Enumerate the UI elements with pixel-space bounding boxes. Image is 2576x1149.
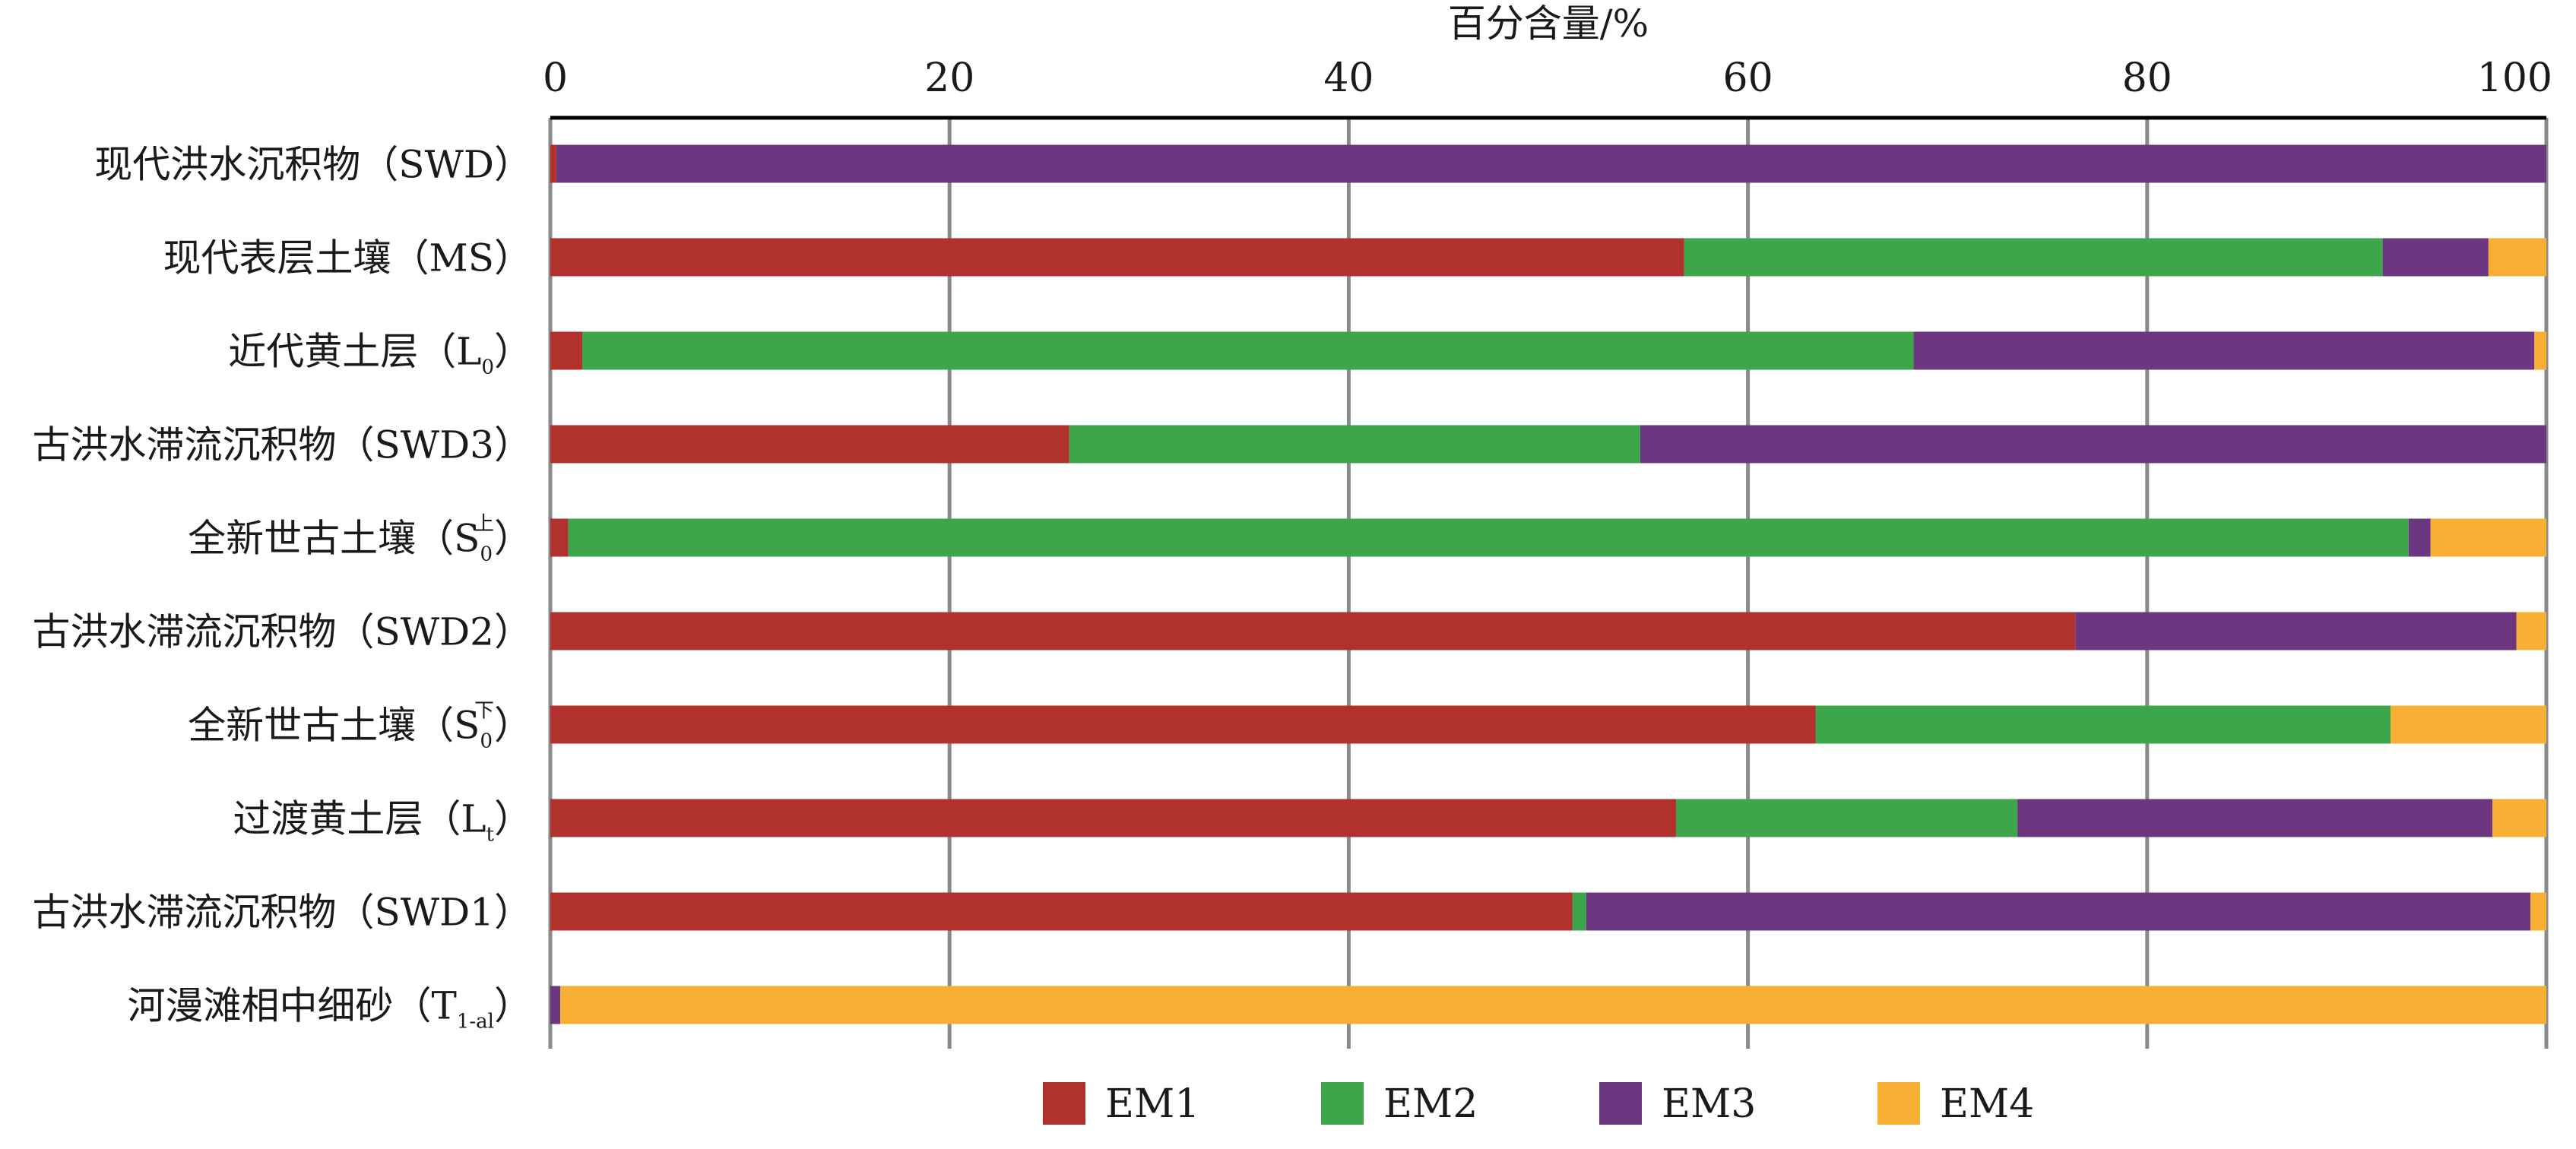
category-label: 过渡黄土层（Lt） <box>233 797 532 847</box>
legend-label: EM1 <box>1105 1081 1199 1127</box>
bar-segment-em4 <box>2516 612 2546 650</box>
legend-label: EM2 <box>1383 1081 1478 1127</box>
bar-segment-em3 <box>2408 518 2431 557</box>
bar-segment-em2 <box>568 518 2409 557</box>
bar-segment-em1 <box>550 518 569 557</box>
bar-segment-em3 <box>556 144 2547 183</box>
bar-segment-em1 <box>550 144 556 183</box>
x-tick-label: 40 <box>1323 55 1374 101</box>
bar-segment-em1 <box>550 892 1573 931</box>
bar-segment-em2 <box>1676 799 2018 837</box>
legend-label: EM4 <box>1940 1081 2034 1127</box>
bar-segment-em3 <box>1586 892 2530 931</box>
x-tick-label: 0 <box>543 55 568 101</box>
legend-swatch-em3 <box>1599 1082 1642 1125</box>
bar-segment-em4 <box>2492 799 2546 837</box>
bar-segment-em1 <box>550 425 1069 464</box>
category-label: 古洪水滞流沉积物（SWD1） <box>32 891 532 935</box>
bar-segment-em2 <box>1815 705 2391 744</box>
x-tick-label: 60 <box>1723 55 1773 101</box>
category-label: 现代表层土壤（MS） <box>163 236 532 280</box>
category-label: 古洪水滞流沉积物（SWD2） <box>32 610 532 654</box>
bar-segment-em1 <box>550 705 1816 744</box>
category-labels: 现代洪水沉积物（SWD） 现代表层土壤（MS） 近代黄土层（L0） 古洪水滞流沉积物（… <box>32 143 532 1033</box>
bar-segment-em3 <box>550 986 561 1024</box>
category-label: 现代洪水沉积物（SWD） <box>94 143 532 187</box>
x-tick-label: 100 <box>2477 55 2552 101</box>
legend-swatch-em4 <box>1877 1082 1920 1125</box>
x-tick-label: 20 <box>924 55 974 101</box>
category-label: 近代黄土层（L0） <box>228 330 532 379</box>
bar-segment-em1 <box>550 799 1677 837</box>
bar-segment-em3 <box>2382 238 2489 277</box>
bar-segment-em4 <box>2530 892 2546 931</box>
legend-swatch-em2 <box>1321 1082 1364 1125</box>
bar-segment-em2 <box>1572 892 1586 931</box>
legend: EM1 EM2 EM3 EM4 <box>1043 1081 2034 1127</box>
category-label: 全新世古土壤（S0上） <box>188 513 532 566</box>
bar-segment-em4 <box>560 986 2547 1024</box>
legend-label: EM3 <box>1662 1081 1756 1127</box>
bar-segment-em1 <box>550 238 1684 277</box>
legend-swatch-em1 <box>1043 1082 1085 1125</box>
bar-segment-em4 <box>2488 238 2546 277</box>
bar-segment-em3 <box>1640 425 2546 464</box>
bar-segment-em4 <box>2430 518 2546 557</box>
bar-segment-em4 <box>2391 705 2546 744</box>
bar-segment-em3 <box>2017 799 2493 837</box>
bar-segment-em3 <box>2075 612 2517 650</box>
x-tick-label: 80 <box>2122 55 2172 101</box>
category-label: 河漫滩相中细砂（T1-al） <box>127 984 532 1033</box>
bar-segment-em2 <box>1069 425 1640 464</box>
bar-segment-em1 <box>550 612 2076 650</box>
x-tick-labels: 0 20 40 60 80 100 <box>543 55 2552 101</box>
x-axis-title: 百分含量/% <box>1448 2 1649 46</box>
bar-segment-em1 <box>550 331 583 370</box>
category-label: 全新世古土壤（S0下） <box>188 700 532 753</box>
bar-segments <box>550 144 2547 1024</box>
bar-segment-em4 <box>2534 331 2546 370</box>
bar-segment-em2 <box>1684 238 2383 277</box>
category-label: 古洪水滞流沉积物（SWD3） <box>32 423 532 467</box>
bar-segment-em2 <box>582 331 1914 370</box>
bar-segment-em3 <box>1913 331 2535 370</box>
